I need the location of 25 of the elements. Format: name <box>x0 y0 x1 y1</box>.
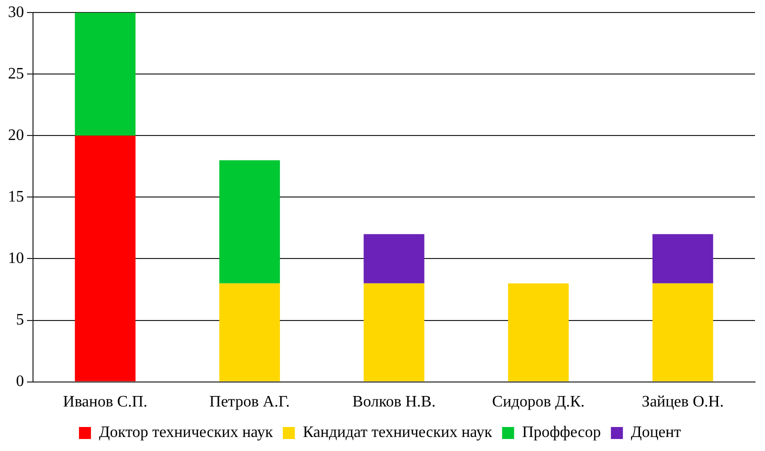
legend-label: Доктор технических наук <box>98 424 274 442</box>
bar <box>652 234 714 284</box>
x-tick-label: Сидоров Д.К. <box>492 394 585 411</box>
y-tick-label: 15 <box>8 188 24 206</box>
bar <box>364 283 424 382</box>
y-tick-label: 20 <box>8 126 24 144</box>
bar <box>74 136 136 382</box>
x-tick-label: Зайцев О.Н. <box>642 394 724 411</box>
bar <box>652 283 714 382</box>
legend-label: Проффесор <box>522 424 601 442</box>
y-tick-label: 25 <box>8 65 24 82</box>
bar <box>508 283 569 382</box>
y-tick-label: 5 <box>16 311 24 328</box>
y-tick-label: 0 <box>16 373 24 390</box>
x-tick-label: Волков Н.В. <box>352 394 436 411</box>
y-tick-label: 30 <box>8 4 24 21</box>
bar <box>219 283 280 382</box>
bar <box>364 234 424 284</box>
y-tick-label: 10 <box>8 250 24 267</box>
legend-label: Доцент <box>630 424 682 442</box>
bar <box>74 12 136 136</box>
x-tick-label: Петров А.Г. <box>209 394 290 411</box>
x-tick-label: Иванов С.П. <box>63 394 148 411</box>
legend-label: Кандидат технических наук <box>302 424 492 442</box>
bar <box>219 160 280 284</box>
